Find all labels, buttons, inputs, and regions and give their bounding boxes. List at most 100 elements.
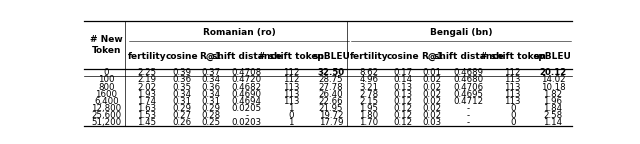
Text: 1.84: 1.84 xyxy=(543,104,563,113)
Text: 0.4680: 0.4680 xyxy=(454,75,484,85)
Text: 0.4694: 0.4694 xyxy=(232,97,262,106)
Text: 0.34: 0.34 xyxy=(172,90,191,99)
Text: 0.0205: 0.0205 xyxy=(232,104,262,113)
Text: fertility: fertility xyxy=(349,52,388,61)
Text: 0.36: 0.36 xyxy=(201,83,220,92)
Text: 0: 0 xyxy=(104,68,109,77)
Text: Romanian (ro): Romanian (ro) xyxy=(203,28,276,37)
Text: -: - xyxy=(467,104,470,113)
Text: # shift token: # shift token xyxy=(258,52,324,61)
Text: 0.4720: 0.4720 xyxy=(232,75,262,85)
Text: 28.75: 28.75 xyxy=(319,75,344,85)
Text: 0.4682: 0.4682 xyxy=(232,83,262,92)
Text: 0.4695: 0.4695 xyxy=(454,90,484,99)
Text: 1.82: 1.82 xyxy=(543,90,563,99)
Text: 1.63: 1.63 xyxy=(138,104,157,113)
Text: 0.01: 0.01 xyxy=(423,68,442,77)
Text: 800: 800 xyxy=(98,83,115,92)
Text: 1.80: 1.80 xyxy=(359,111,378,120)
Text: fertility: fertility xyxy=(127,52,166,61)
Text: 0: 0 xyxy=(288,111,294,120)
Text: 19.72: 19.72 xyxy=(319,111,343,120)
Text: 0: 0 xyxy=(510,111,515,120)
Text: 0.02: 0.02 xyxy=(423,90,442,99)
Text: 1.14: 1.14 xyxy=(543,118,563,127)
Text: 0.13: 0.13 xyxy=(394,90,413,99)
Text: 27.78: 27.78 xyxy=(319,83,344,92)
Text: 10.18: 10.18 xyxy=(541,83,565,92)
Text: 113: 113 xyxy=(504,97,521,106)
Text: 0.03: 0.03 xyxy=(423,118,442,127)
Text: R@1: R@1 xyxy=(421,52,444,61)
Text: -: - xyxy=(467,111,470,120)
Text: R@1: R@1 xyxy=(200,52,221,61)
Text: 1.74: 1.74 xyxy=(138,97,157,106)
Text: 2.58: 2.58 xyxy=(543,111,563,120)
Text: 0: 0 xyxy=(510,118,515,127)
Text: 2.78: 2.78 xyxy=(359,90,378,99)
Text: 0.31: 0.31 xyxy=(172,97,191,106)
Text: 1: 1 xyxy=(288,104,294,113)
Text: 51,200: 51,200 xyxy=(91,118,121,127)
Text: 0.12: 0.12 xyxy=(394,111,413,120)
Text: 1.96: 1.96 xyxy=(543,97,563,106)
Text: 0.17: 0.17 xyxy=(394,68,413,77)
Text: 1.45: 1.45 xyxy=(138,118,157,127)
Text: 0.37: 0.37 xyxy=(201,68,220,77)
Text: 0.02: 0.02 xyxy=(423,111,442,120)
Text: 0.34: 0.34 xyxy=(201,75,220,85)
Text: 112: 112 xyxy=(283,75,299,85)
Text: 1.93: 1.93 xyxy=(138,90,157,99)
Text: 6,400: 6,400 xyxy=(94,97,118,106)
Text: 0.02: 0.02 xyxy=(423,83,442,92)
Text: shift distance: shift distance xyxy=(212,52,282,61)
Text: 0.35: 0.35 xyxy=(172,83,191,92)
Text: 0.4712: 0.4712 xyxy=(454,97,484,106)
Text: 1600: 1600 xyxy=(95,90,117,99)
Text: # shift token: # shift token xyxy=(480,52,546,61)
Text: 4.96: 4.96 xyxy=(359,75,378,85)
Text: 113: 113 xyxy=(504,75,521,85)
Text: 112: 112 xyxy=(283,68,299,77)
Text: cosine: cosine xyxy=(165,52,198,61)
Text: 1: 1 xyxy=(288,118,294,127)
Text: 12,800: 12,800 xyxy=(91,104,121,113)
Text: 113: 113 xyxy=(283,90,299,99)
Text: 0.13: 0.13 xyxy=(394,83,413,92)
Text: 0.27: 0.27 xyxy=(172,111,191,120)
Text: 100: 100 xyxy=(98,75,115,85)
Text: 113: 113 xyxy=(283,97,299,106)
Text: 0.4690: 0.4690 xyxy=(232,90,262,99)
Text: -: - xyxy=(467,118,470,127)
Text: 1.53: 1.53 xyxy=(138,111,157,120)
Text: 25,600: 25,600 xyxy=(91,111,121,120)
Text: 0.28: 0.28 xyxy=(201,111,220,120)
Text: spBLEU: spBLEU xyxy=(312,52,350,61)
Text: 26.40: 26.40 xyxy=(319,90,344,99)
Text: 17.79: 17.79 xyxy=(319,118,343,127)
Text: 0.31: 0.31 xyxy=(201,97,220,106)
Text: 112: 112 xyxy=(504,68,521,77)
Text: 0.4706: 0.4706 xyxy=(454,83,484,92)
Text: 1.70: 1.70 xyxy=(359,118,378,127)
Text: cosine: cosine xyxy=(387,52,420,61)
Text: -: - xyxy=(245,111,248,120)
Text: Bengali (bn): Bengali (bn) xyxy=(430,28,492,37)
Text: 2.19: 2.19 xyxy=(138,75,157,85)
Text: 0.29: 0.29 xyxy=(201,104,220,113)
Text: # New
Token: # New Token xyxy=(90,35,123,55)
Text: 22.66: 22.66 xyxy=(319,97,344,106)
Text: 0.02: 0.02 xyxy=(423,97,442,106)
Text: 0.39: 0.39 xyxy=(172,68,191,77)
Text: 0.12: 0.12 xyxy=(394,97,413,106)
Text: 0.0203: 0.0203 xyxy=(232,118,262,127)
Text: 0.12: 0.12 xyxy=(394,118,413,127)
Text: 8.62: 8.62 xyxy=(359,68,378,77)
Text: 14.02: 14.02 xyxy=(541,75,565,85)
Text: 0.14: 0.14 xyxy=(394,75,413,85)
Text: 32.50: 32.50 xyxy=(317,68,345,77)
Text: 0.12: 0.12 xyxy=(394,104,413,113)
Text: 0.02: 0.02 xyxy=(423,75,442,85)
Text: 20.12: 20.12 xyxy=(540,68,566,77)
Text: 2.25: 2.25 xyxy=(138,68,157,77)
